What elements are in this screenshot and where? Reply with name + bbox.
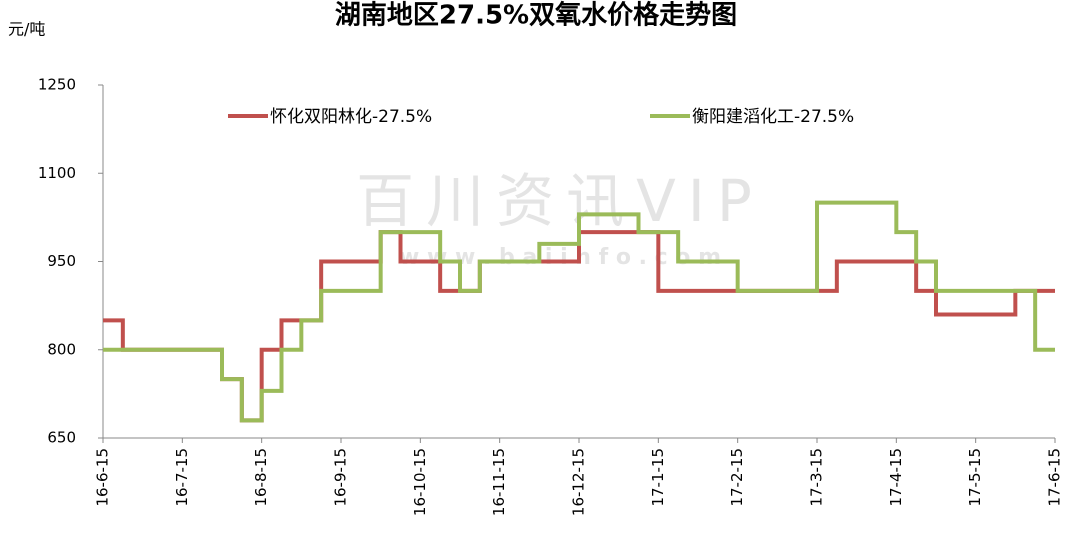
x-tick-label: 16-10-15 xyxy=(411,448,429,516)
x-tick-label: 16-11-15 xyxy=(490,448,508,516)
x-tick-label: 16-8-15 xyxy=(252,448,270,507)
series-line xyxy=(103,230,1055,423)
x-tick-label: 16-6-15 xyxy=(94,448,112,507)
series-line xyxy=(103,200,1055,423)
y-axis-label: 元/吨 xyxy=(8,20,45,39)
watermark: w w w . b a i i n f o . c o m xyxy=(399,245,721,270)
x-tick-label: 17-5-15 xyxy=(966,448,984,507)
x-tick-label: 17-2-15 xyxy=(728,448,746,507)
y-tick-label: 650 xyxy=(47,429,76,447)
watermark: 百川资讯VIP xyxy=(356,167,764,235)
legend-label: 衡阳建滔化工-27.5% xyxy=(692,107,854,127)
y-tick-label: 800 xyxy=(47,340,76,358)
chart-title: 湖南地区27.5%双氧水价格走势图 xyxy=(335,0,737,31)
y-tick-label: 1100 xyxy=(38,164,76,182)
y-tick-label: 1250 xyxy=(38,76,76,94)
y-tick-label: 950 xyxy=(47,252,76,270)
x-tick-label: 17-6-15 xyxy=(1046,448,1064,507)
legend-label: 怀化双阳林化-27.5% xyxy=(270,107,432,127)
x-tick-label: 17-1-15 xyxy=(649,448,667,507)
x-tick-label: 16-9-15 xyxy=(332,448,350,507)
x-tick-label: 17-3-15 xyxy=(808,448,826,507)
x-tick-label: 16-12-15 xyxy=(570,448,588,516)
x-tick-label: 17-4-15 xyxy=(887,448,905,507)
x-tick-label: 16-7-15 xyxy=(173,448,191,507)
